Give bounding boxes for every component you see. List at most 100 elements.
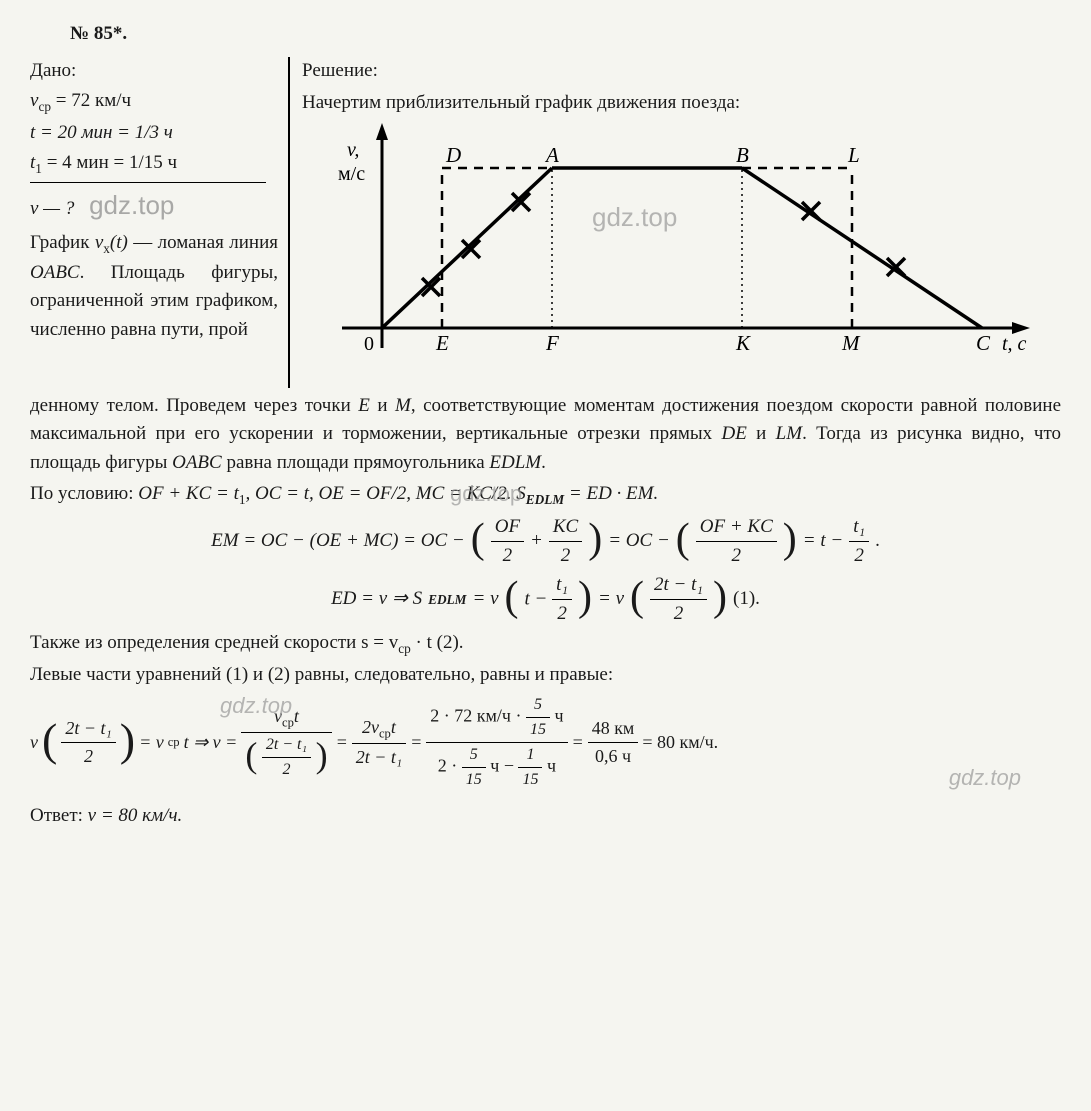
equation-1: EM = OC − (OE + MC) = OC − ( OF2 + KC2 )…: [30, 513, 1061, 571]
eq2-pre: ED = v ⇒ S: [331, 585, 422, 614]
eq3-f4n-fd: 15: [526, 718, 550, 742]
equation-2: ED = v ⇒ S EDLM = v ( t − t₁2 ) = v ( 2t …: [30, 571, 1061, 629]
pt-L: L: [847, 143, 860, 167]
eq3-eq4: =: [572, 729, 584, 756]
lparen-1: (: [471, 523, 485, 557]
eq3-f2n-b: t: [294, 706, 299, 726]
pt-E: E: [435, 331, 449, 355]
eq3-f2d-frac: 2t − t₁2: [262, 733, 311, 782]
eq3-rhs1-sub: ср: [168, 733, 180, 752]
eq3-f2n: vсрt: [241, 703, 331, 733]
eq3-f4d-a: 2 ·: [438, 756, 462, 776]
eq3-f4n-a: 2 · 72 км/ч ·: [430, 706, 526, 726]
para-3: Также из определения средней скорости s …: [30, 629, 1061, 659]
vavg-sub: ср: [38, 99, 51, 114]
eq1-f2-num: KC: [549, 513, 582, 543]
eq2-f1d: 2: [552, 600, 572, 629]
answer-value: v = 80 км/ч.: [88, 805, 183, 826]
eq1-f4-num: t₁: [849, 513, 869, 543]
lparen-5: (: [42, 722, 57, 759]
rparen-4: ): [713, 581, 727, 615]
eq2-mid: = v: [473, 585, 499, 614]
xlabel: t, с: [1002, 333, 1027, 355]
p1b: v: [95, 232, 103, 253]
given-line-3: t1 = 4 мин = 1/15 ч: [30, 149, 278, 179]
eq3-f4n-fn: 5: [526, 693, 550, 718]
lparen-4: (: [630, 581, 644, 615]
eq3-frac3: 2vсрt 2t − t₁: [352, 714, 406, 771]
unknown-v: v — ?: [30, 198, 74, 219]
given-title: Дано:: [30, 57, 278, 86]
rparen-2: ): [783, 523, 797, 557]
pt-B: B: [736, 143, 749, 167]
eq3-f2d: ( 2t − t₁2 ): [241, 733, 331, 782]
eq2-f1-pre: t −: [525, 588, 553, 609]
eq1-f1-den: 2: [491, 542, 524, 571]
lparen-3: (: [505, 581, 519, 615]
eq2-sub: EDLM: [428, 590, 466, 610]
p1a: График: [30, 232, 95, 253]
eq3-frac4: 2 · 72 км/ч · 515 ч 2 · 515 ч − 115 ч: [426, 693, 567, 792]
eq3-eq3: =: [410, 729, 422, 756]
lparen-6: (: [245, 741, 257, 770]
p1k: M: [395, 395, 411, 416]
origin-label: 0: [364, 333, 374, 355]
t1-value: = 4 мин = 1/15 ч: [42, 152, 177, 173]
p1m: DE: [722, 423, 747, 444]
para-1-cont: денному телом. Проведем через точки E и …: [30, 392, 1061, 478]
main-body: денному телом. Проведем через точки E и …: [30, 392, 1061, 831]
para-4: Левые части уравнений (1) и (2) равны, с…: [30, 661, 1061, 690]
p1t: .: [541, 452, 546, 473]
cross-marks: [422, 193, 905, 296]
eq3-f3n-sub: ср: [379, 726, 391, 740]
eq3-f4d-f2d: 15: [518, 768, 542, 792]
left-body-para: График vx(t) — ломаная линия OABC. Площа…: [30, 229, 278, 344]
pt-C: C: [976, 331, 991, 355]
eq1-plus: +: [530, 527, 543, 556]
eq3-f2n-a: v: [274, 706, 282, 726]
eq3-f3n: 2vсрt: [352, 714, 406, 744]
eq2-inner1: t − t₁2: [525, 571, 573, 629]
seg-BC: [742, 168, 982, 328]
given-line-2: t = 20 мин = 1/3 ч: [30, 119, 278, 148]
given-column: Дано: v ср = 72 км/ч t = 20 мин = 1/3 ч t…: [30, 57, 290, 388]
eq1-post: = t −: [803, 527, 843, 556]
problem-number: № 85*.: [70, 20, 1061, 49]
eq1-f3-num: OF + KC: [696, 513, 777, 543]
velocity-chart: v, м/с 0 D A B L E F K M C t, с gdz.top: [322, 118, 1042, 388]
eq2-eq: = v: [598, 585, 624, 614]
eq3-f2d-n: 2t − t₁: [262, 733, 311, 758]
eq3-f4d-f2: 115: [518, 743, 542, 792]
eq3-f4n-frac: 515: [526, 693, 550, 742]
eq3-f3n-b: t: [391, 717, 396, 737]
p1o: LM: [776, 423, 802, 444]
rparen-1: ): [588, 523, 602, 557]
p3: Также из определения средней скорости s …: [30, 632, 398, 653]
eq3-f2n-sub: ср: [282, 715, 294, 729]
vavg-value: = 72 км/ч: [51, 90, 131, 111]
pt-M: M: [841, 331, 861, 355]
p1j: и: [370, 395, 395, 416]
eq1-f1-num: OF: [491, 513, 524, 543]
eq3-f3d: 2t − t₁: [352, 744, 406, 771]
pt-F: F: [545, 331, 559, 355]
eq2-f2n: 2t − t₁: [650, 571, 707, 601]
para-2: По условию: OF + KC = t1, OC = t, OE = O…: [30, 480, 1061, 510]
eq3-f3n-a: 2v: [362, 717, 379, 737]
eq2-f1n: t₁: [552, 571, 572, 601]
eq3-f4d-mid: ч −: [490, 756, 518, 776]
p2a: По условию:: [30, 483, 138, 504]
eq3-f4d-f2n: 1: [518, 743, 542, 768]
ylabel-top: v,: [347, 139, 359, 161]
p1e: — ломаная линия: [128, 232, 278, 253]
rparen-6: ): [316, 741, 328, 770]
eq3-f4d-f1: 515: [462, 743, 486, 792]
pt-A: A: [544, 143, 559, 167]
given-line-4: v — ? gdz.top: [30, 186, 278, 225]
p2d: = ED · EM.: [564, 483, 658, 504]
p1n: и: [747, 423, 776, 444]
p1d: (t): [110, 232, 128, 253]
eq3-f1n: 2t − t₁: [61, 715, 115, 743]
eq2-frac2: 2t − t₁2: [650, 571, 707, 629]
eq3-frac5: 48 км0,6 ч: [588, 715, 639, 770]
